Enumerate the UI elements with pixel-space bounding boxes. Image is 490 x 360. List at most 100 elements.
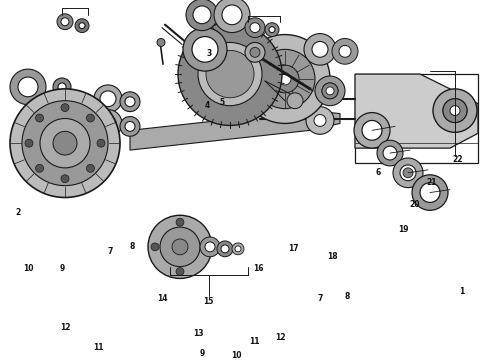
Circle shape xyxy=(201,243,209,251)
Circle shape xyxy=(306,107,334,134)
Text: 12: 12 xyxy=(275,333,285,342)
Circle shape xyxy=(193,6,211,24)
Circle shape xyxy=(240,35,330,123)
Circle shape xyxy=(217,241,233,257)
Circle shape xyxy=(86,165,95,172)
Text: 7: 7 xyxy=(107,247,113,256)
Circle shape xyxy=(271,65,299,93)
Text: 11: 11 xyxy=(93,343,103,352)
Circle shape xyxy=(245,18,265,37)
Circle shape xyxy=(148,215,212,279)
Circle shape xyxy=(222,5,242,25)
Circle shape xyxy=(450,106,460,116)
Circle shape xyxy=(265,23,279,36)
Circle shape xyxy=(10,69,46,105)
Circle shape xyxy=(420,183,440,202)
Circle shape xyxy=(186,0,218,31)
Circle shape xyxy=(206,50,254,98)
Circle shape xyxy=(322,83,338,99)
Circle shape xyxy=(304,33,336,65)
Circle shape xyxy=(94,109,122,137)
Circle shape xyxy=(120,117,140,136)
Circle shape xyxy=(354,113,390,148)
FancyBboxPatch shape xyxy=(355,74,478,163)
Circle shape xyxy=(403,168,413,178)
Circle shape xyxy=(443,99,467,122)
Text: 8: 8 xyxy=(344,292,350,301)
Text: 9: 9 xyxy=(199,349,205,358)
Circle shape xyxy=(94,85,122,113)
Circle shape xyxy=(172,239,188,255)
Text: 14: 14 xyxy=(157,294,167,303)
Text: 22: 22 xyxy=(453,156,463,165)
Circle shape xyxy=(198,42,262,106)
Circle shape xyxy=(53,131,77,155)
Text: 3: 3 xyxy=(206,49,212,58)
Circle shape xyxy=(214,0,250,33)
Text: 2: 2 xyxy=(15,208,21,217)
Text: 5: 5 xyxy=(220,98,224,107)
Circle shape xyxy=(339,45,351,57)
Circle shape xyxy=(10,89,120,198)
Circle shape xyxy=(205,242,215,252)
Text: 17: 17 xyxy=(288,244,298,253)
Text: 11: 11 xyxy=(249,337,259,346)
Circle shape xyxy=(18,77,38,97)
Circle shape xyxy=(57,14,73,30)
Circle shape xyxy=(412,175,448,210)
Circle shape xyxy=(393,158,423,188)
Circle shape xyxy=(22,101,108,186)
Circle shape xyxy=(61,104,69,112)
Circle shape xyxy=(250,23,260,33)
Circle shape xyxy=(79,23,85,29)
Text: 7: 7 xyxy=(318,294,323,303)
Circle shape xyxy=(36,165,44,172)
Circle shape xyxy=(400,165,416,181)
Circle shape xyxy=(25,139,33,147)
Text: 12: 12 xyxy=(60,323,70,332)
Circle shape xyxy=(269,27,275,33)
Circle shape xyxy=(157,39,165,46)
Circle shape xyxy=(176,267,184,275)
Circle shape xyxy=(125,97,135,107)
Circle shape xyxy=(125,121,135,131)
Circle shape xyxy=(443,99,467,122)
Circle shape xyxy=(120,92,140,112)
Circle shape xyxy=(97,139,105,147)
Circle shape xyxy=(314,114,326,126)
Text: 6: 6 xyxy=(375,168,381,177)
Polygon shape xyxy=(355,74,478,148)
Circle shape xyxy=(287,93,303,109)
Circle shape xyxy=(332,39,358,64)
Circle shape xyxy=(61,18,69,26)
Circle shape xyxy=(75,19,89,33)
Circle shape xyxy=(58,83,66,91)
Text: 16: 16 xyxy=(253,264,263,273)
Text: 19: 19 xyxy=(398,225,408,234)
Circle shape xyxy=(232,243,244,255)
Circle shape xyxy=(312,41,328,57)
Circle shape xyxy=(40,118,90,168)
Text: 8: 8 xyxy=(129,242,135,251)
Circle shape xyxy=(326,87,334,95)
Circle shape xyxy=(100,91,116,107)
Text: 10: 10 xyxy=(23,264,33,273)
Circle shape xyxy=(200,237,220,257)
Text: 1: 1 xyxy=(460,287,465,296)
Circle shape xyxy=(433,89,477,132)
Polygon shape xyxy=(130,111,340,150)
Text: 13: 13 xyxy=(193,329,203,338)
Text: 9: 9 xyxy=(59,264,65,273)
Circle shape xyxy=(36,114,44,122)
Circle shape xyxy=(221,245,229,253)
Text: 4: 4 xyxy=(204,101,210,110)
Circle shape xyxy=(255,49,315,109)
Circle shape xyxy=(100,116,116,131)
Circle shape xyxy=(322,83,338,99)
Circle shape xyxy=(53,78,71,96)
Text: 15: 15 xyxy=(203,297,213,306)
Circle shape xyxy=(160,227,200,267)
Circle shape xyxy=(86,114,95,122)
Text: 18: 18 xyxy=(327,252,337,261)
Circle shape xyxy=(362,121,382,140)
